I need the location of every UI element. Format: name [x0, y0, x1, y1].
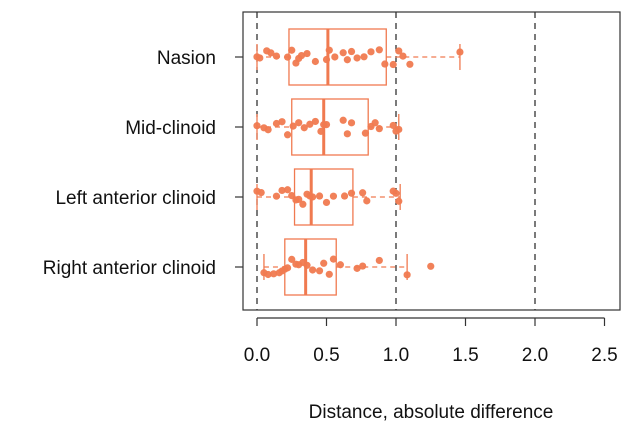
data-point [257, 188, 265, 197]
data-point [264, 126, 272, 134]
x-tick-label: 1.0 [383, 345, 409, 366]
jitter-points [253, 46, 464, 279]
data-point [343, 56, 351, 64]
category-label: Right anterior clinoid [43, 258, 216, 279]
x-tick-label: 1.5 [452, 345, 478, 366]
data-point [256, 54, 264, 62]
data-point [283, 264, 292, 272]
data-point [322, 121, 331, 129]
data-point [329, 255, 338, 263]
data-point [283, 186, 292, 194]
data-point [272, 192, 281, 200]
data-point [381, 60, 389, 68]
data-point [311, 57, 319, 66]
data-point [278, 186, 286, 195]
data-point [270, 270, 278, 278]
data-point [399, 52, 407, 60]
data-point [331, 53, 339, 61]
data-point [406, 60, 414, 68]
x-axis: 0.0 0.5 1.0 1.5 2.0 2.5 [244, 317, 618, 366]
data-point [367, 48, 375, 56]
data-point [325, 46, 333, 54]
data-point [395, 197, 403, 205]
data-point [315, 267, 324, 275]
data-point [295, 119, 303, 127]
data-point [320, 259, 328, 267]
data-point [375, 46, 383, 54]
data-point [375, 256, 383, 265]
data-point [288, 46, 296, 54]
data-point [299, 200, 307, 208]
data-point [389, 121, 397, 130]
data-point [353, 264, 361, 272]
data-point [253, 122, 261, 130]
data-point [339, 49, 347, 57]
x-axis-title: Distance, absolute difference [309, 402, 554, 423]
data-point [306, 120, 314, 128]
data-point [360, 53, 368, 61]
x-tick-label: 0.5 [313, 345, 339, 366]
data-point [340, 192, 349, 200]
data-point [283, 53, 292, 61]
data-point [339, 116, 347, 124]
category-label: Mid-clinoid [125, 118, 216, 139]
x-tick-label: 2.0 [522, 345, 548, 366]
data-point [303, 261, 311, 269]
data-point [361, 129, 370, 137]
data-point [392, 189, 400, 197]
data-point [311, 117, 319, 126]
x-tick-label: 2.5 [591, 345, 617, 366]
data-point [375, 125, 383, 133]
data-point [288, 255, 296, 263]
data-point [395, 125, 403, 134]
data-point [295, 195, 303, 203]
data-point [322, 55, 331, 64]
category-label: Left anterior clinoid [55, 188, 216, 209]
data-point [403, 271, 411, 279]
category-label: Nasion [157, 48, 216, 69]
data-point [289, 122, 297, 130]
box-iqr [284, 238, 337, 296]
data-point [347, 119, 356, 127]
x-tick-label: 0.0 [244, 345, 270, 366]
data-point [322, 198, 331, 207]
data-point [347, 47, 356, 56]
data-point [317, 127, 325, 135]
data-point [264, 270, 272, 279]
plot-frame [242, 11, 621, 311]
data-point [359, 262, 367, 270]
data-point [347, 189, 356, 197]
data-point [272, 119, 281, 128]
data-point [427, 262, 435, 270]
data-point [325, 270, 333, 278]
data-point [371, 119, 379, 127]
category-labels: Nasion Mid-clinoid Left anterior clinoid Ri… [43, 48, 243, 279]
data-point [303, 49, 311, 58]
data-point [309, 266, 317, 274]
data-point [456, 48, 464, 56]
data-point [329, 192, 338, 200]
data-point [278, 118, 286, 126]
data-point [336, 261, 344, 269]
data-point [272, 52, 281, 60]
data-point [353, 54, 361, 62]
data-point [363, 197, 371, 205]
data-point [395, 47, 403, 55]
data-point [389, 60, 397, 69]
data-point [300, 124, 308, 132]
data-point [359, 189, 367, 197]
data-point [267, 49, 275, 57]
data-point [315, 192, 324, 200]
box-series [256, 28, 461, 296]
data-point [309, 193, 317, 201]
data-point [283, 131, 292, 139]
data-point [297, 51, 306, 60]
data-point [343, 130, 351, 138]
